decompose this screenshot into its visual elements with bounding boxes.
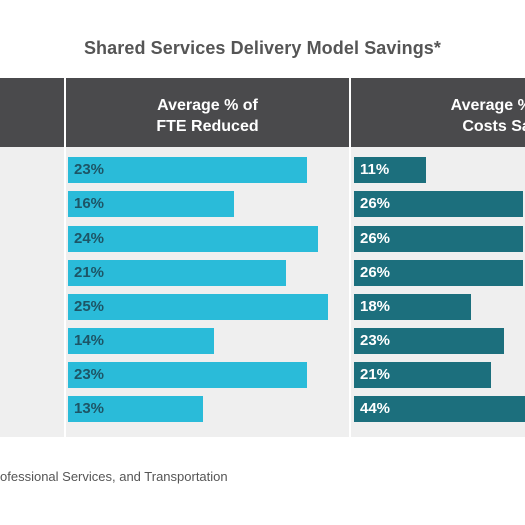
costs-bar-label-6: 23% bbox=[360, 332, 391, 349]
costs-bar-label-8: 44% bbox=[360, 400, 391, 417]
header-divider-right bbox=[349, 78, 351, 147]
fte-bar-label-1: 23% bbox=[74, 161, 105, 178]
costs-bar-label-7: 21% bbox=[360, 366, 391, 383]
fte-bar-2: 16% bbox=[68, 191, 234, 217]
body-divider-left bbox=[64, 147, 66, 437]
fte-bar-8: 13% bbox=[68, 396, 203, 422]
fte-bar-label-7: 23% bbox=[74, 366, 105, 383]
fte-bar-3: 24% bbox=[68, 226, 318, 252]
fte-bar-label-8: 13% bbox=[74, 400, 105, 417]
costs-bar-2: 26% bbox=[354, 191, 523, 217]
fte-bar-label-6: 14% bbox=[74, 332, 105, 349]
fte-bar-4: 21% bbox=[68, 260, 286, 286]
fte-bar-5: 25% bbox=[68, 294, 328, 320]
fte-bar-label-4: 21% bbox=[74, 264, 105, 281]
costs-bar-8: 44% bbox=[354, 396, 525, 422]
costs-bar-7: 21% bbox=[354, 362, 491, 388]
footnote: ofessional Services, and Transportation bbox=[0, 469, 228, 484]
costs-bar-6: 23% bbox=[354, 328, 504, 354]
fte-bar-1: 23% bbox=[68, 157, 307, 183]
costs-bar-label-3: 26% bbox=[360, 230, 391, 247]
fte-bar-label-2: 16% bbox=[74, 195, 105, 212]
header-divider-left bbox=[64, 78, 66, 147]
costs-bar-label-2: 26% bbox=[360, 195, 391, 212]
costs-bar-1: 11% bbox=[354, 157, 426, 183]
column-header-band bbox=[0, 78, 525, 147]
costs-bar-5: 18% bbox=[354, 294, 471, 320]
fte-reduced-header: Average % of FTE Reduced bbox=[156, 97, 259, 135]
fte-bar-label-5: 25% bbox=[74, 298, 105, 315]
fte-bar-label-3: 24% bbox=[74, 230, 105, 247]
costs-saved-header: Average % of Costs Sav bbox=[450, 97, 525, 135]
costs-bar-label-1: 11% bbox=[360, 161, 390, 178]
body-divider-right bbox=[349, 147, 351, 437]
costs-bar-3: 26% bbox=[354, 226, 523, 252]
fte-bar-7: 23% bbox=[68, 362, 307, 388]
chart-title: Shared Services Delivery Model Savings* bbox=[83, 38, 442, 58]
fte-bar-6: 14% bbox=[68, 328, 214, 354]
costs-bar-4: 26% bbox=[354, 260, 523, 286]
costs-bar-label-5: 18% bbox=[360, 298, 391, 315]
costs-bar-label-4: 26% bbox=[360, 264, 391, 281]
